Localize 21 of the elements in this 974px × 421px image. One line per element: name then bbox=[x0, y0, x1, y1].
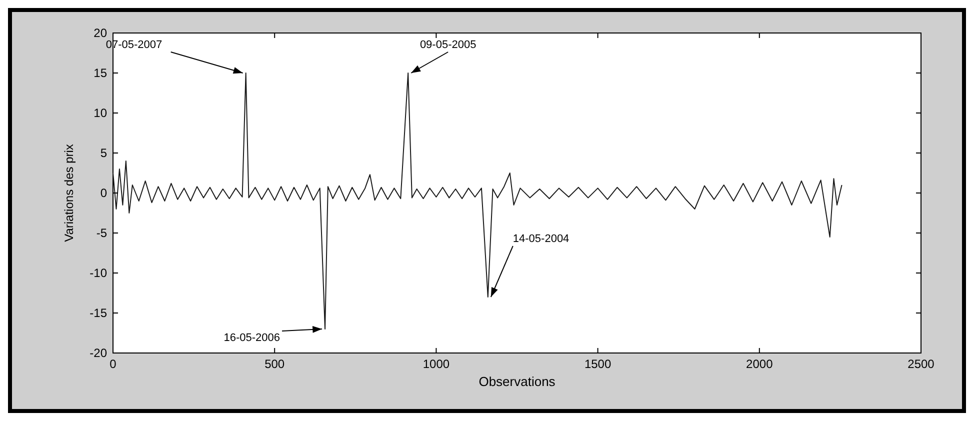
y-axis-title: Variations des prix bbox=[62, 144, 76, 242]
y-tick-label: 10 bbox=[94, 106, 108, 120]
y-tick-label: -5 bbox=[96, 226, 108, 240]
y-tick-label: 15 bbox=[94, 66, 108, 80]
y-tick-label: 20 bbox=[94, 26, 108, 40]
x-tick-label: 0 bbox=[110, 357, 117, 371]
x-tick-label: 500 bbox=[264, 357, 285, 371]
x-tick-label: 2500 bbox=[908, 357, 935, 371]
annotation: 16-05-2006 bbox=[224, 332, 280, 344]
y-tick-label: 5 bbox=[100, 146, 108, 160]
y-tick-label: 0 bbox=[100, 186, 108, 200]
x-axis-title: Observations bbox=[478, 374, 556, 389]
x-tick-label: 2000 bbox=[746, 357, 774, 371]
x-tick-label: 1000 bbox=[422, 357, 450, 371]
y-tick-label: -15 bbox=[90, 306, 108, 320]
y-tick-label: -10 bbox=[90, 266, 108, 280]
annotation: 14-05-2004 bbox=[512, 233, 570, 245]
x-tick-label: 1500 bbox=[584, 357, 612, 371]
line-series bbox=[112, 72, 842, 330]
y-tick-label: -20 bbox=[90, 346, 108, 360]
annotation: 09-05-2005 bbox=[420, 39, 476, 51]
